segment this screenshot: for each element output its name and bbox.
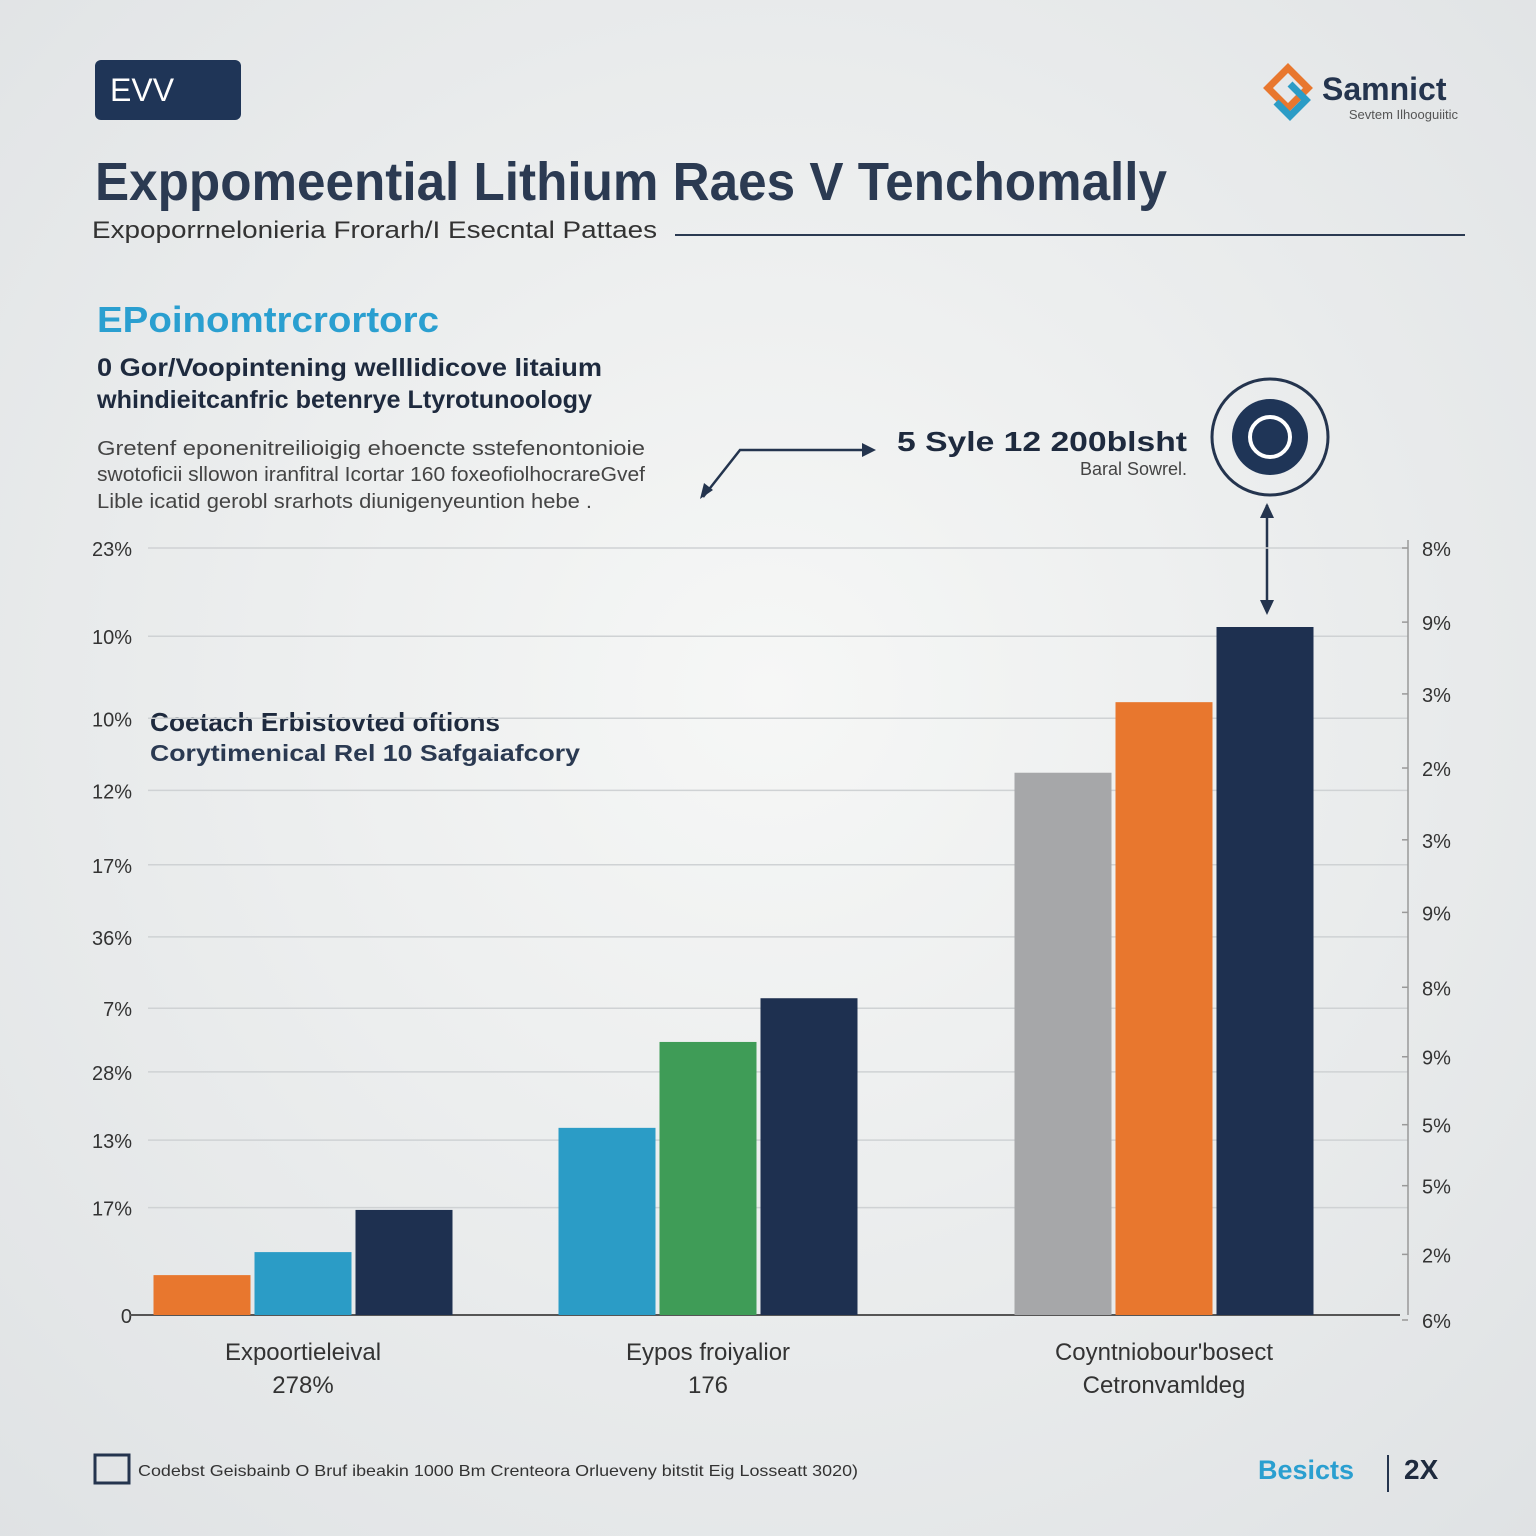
y2-tick-label: 2% bbox=[1422, 759, 1451, 781]
subtitle: Expoporrnelonieria Frorarh/I Esecntal Pa… bbox=[92, 217, 657, 244]
y-tick-label: 12% bbox=[92, 781, 132, 803]
y-tick-label: 28% bbox=[92, 1063, 132, 1085]
x-tick-sublabel: Cetronvamldeg bbox=[1083, 1372, 1246, 1399]
title: Exppomeential Lithium Raes V Tenchomally bbox=[95, 152, 1167, 212]
body-line: Lible icatid gerobl srarhots diunigenyeu… bbox=[97, 491, 592, 513]
callout-headline: 5 Syle 12 200blsht bbox=[897, 426, 1187, 457]
brand-icon bbox=[1263, 63, 1313, 121]
callout-note: Baral Sowrel. bbox=[1080, 459, 1187, 479]
bar bbox=[1014, 772, 1112, 1315]
y2-tick-label: 3% bbox=[1422, 831, 1451, 853]
footer-source: Codebst Geisbainb O Bruf ibeakin 1000 Bm… bbox=[138, 1463, 858, 1480]
logo: EVV bbox=[110, 72, 175, 108]
x-tick-label: Coyntniobour'bosect bbox=[1055, 1339, 1273, 1366]
y-tick-label: 10% bbox=[92, 627, 132, 649]
callout-arrow bbox=[702, 448, 872, 498]
y-tick-label: 0 bbox=[121, 1306, 132, 1328]
body-line: Gretenf eponenitreilioigig ehoencte sste… bbox=[97, 438, 645, 460]
x-tick-label: Eypos froiyalior bbox=[626, 1339, 790, 1366]
y2-tick-label: 2% bbox=[1422, 1245, 1451, 1267]
callout-icon bbox=[1210, 377, 1330, 615]
bar bbox=[558, 1127, 656, 1315]
bar bbox=[1115, 702, 1213, 1315]
y2-tick-label: 8% bbox=[1422, 539, 1451, 561]
y-tick-label: 17% bbox=[92, 1199, 132, 1221]
y2-tick-label: 9% bbox=[1422, 613, 1451, 635]
bar bbox=[1216, 627, 1314, 1315]
bar bbox=[659, 1041, 757, 1315]
lead-line: whindieitcanfric betenrye Ltyrotunoology bbox=[96, 386, 592, 414]
bar bbox=[153, 1275, 251, 1315]
y-tick-label: 7% bbox=[103, 999, 132, 1021]
bar bbox=[355, 1209, 453, 1315]
bar bbox=[760, 998, 858, 1315]
logo-box bbox=[95, 60, 241, 120]
footer-brand: Besicts bbox=[1258, 1455, 1354, 1485]
footer-badge: 2X bbox=[1404, 1454, 1439, 1485]
y2-tick-label: 3% bbox=[1422, 685, 1451, 707]
y2-tick-label: 9% bbox=[1422, 1048, 1451, 1070]
y-tick-label: 17% bbox=[92, 856, 132, 878]
lead-line: 0 Gor/Voopintening welllidicove litaium bbox=[97, 354, 602, 382]
footer-icon bbox=[93, 1453, 131, 1485]
bar bbox=[254, 1252, 352, 1315]
y2-tick-label: 5% bbox=[1422, 1177, 1451, 1199]
brand-tagline: Sevtem Ilhooguiitic bbox=[1349, 107, 1459, 122]
y2-tick-label: 8% bbox=[1422, 978, 1451, 1000]
y2-tick-label: 9% bbox=[1422, 903, 1451, 925]
brand-name: Samnict bbox=[1322, 71, 1447, 107]
x-tick-sublabel: 176 bbox=[688, 1372, 728, 1399]
chart-annotation: Coetach Erbistovted oftions bbox=[150, 707, 500, 737]
body-line: swotoficii sllowon iranfitral Icortar 16… bbox=[97, 464, 645, 486]
y-tick-label: 13% bbox=[92, 1131, 132, 1153]
y-tick-label: 23% bbox=[92, 539, 132, 561]
y-tick-label: 10% bbox=[92, 709, 132, 731]
y2-tick-label: 6% bbox=[1422, 1311, 1451, 1333]
y-tick-label: 36% bbox=[92, 928, 132, 950]
chart-annotation: Corytimenical Rel 10 Safgaiafcory bbox=[150, 740, 580, 766]
x-tick-sublabel: 278% bbox=[272, 1372, 333, 1399]
section-heading: EPoinomtrcrortorc bbox=[97, 299, 439, 340]
y2-tick-label: 5% bbox=[1422, 1116, 1451, 1138]
x-tick-label: Expoortieleival bbox=[225, 1339, 381, 1366]
